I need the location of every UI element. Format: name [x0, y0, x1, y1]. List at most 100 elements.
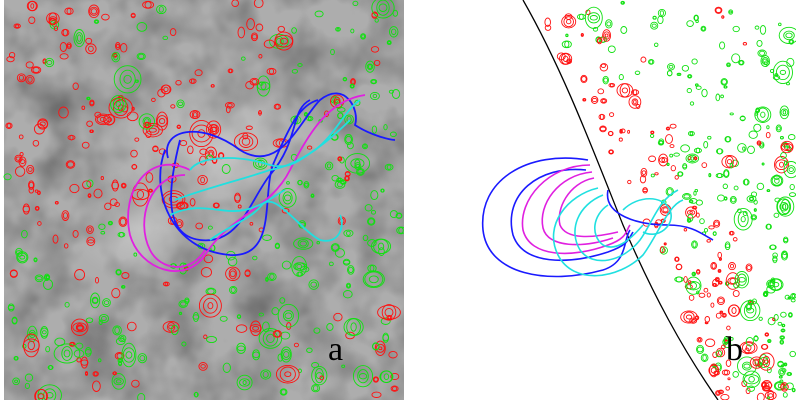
negative-contour — [718, 349, 724, 356]
positive-contour — [780, 152, 787, 159]
negative-contour — [191, 124, 212, 143]
negative-contour — [561, 15, 577, 29]
negative-contour — [567, 59, 571, 63]
positive-contour — [703, 140, 709, 149]
negative-contour — [94, 111, 102, 118]
negative-contour — [258, 111, 262, 115]
positive-contour — [783, 237, 788, 243]
positive-contour — [720, 94, 724, 99]
panel-a-image: a — [3, 0, 404, 400]
positive-contour — [701, 88, 708, 98]
negative-contour — [120, 43, 128, 53]
negative-contour — [544, 24, 552, 31]
negative-contour — [764, 332, 770, 337]
positive-contour — [299, 240, 307, 247]
positive-contour — [277, 303, 300, 328]
positive-contour — [689, 101, 695, 106]
positive-contour — [715, 93, 721, 102]
negative-contour — [90, 129, 93, 133]
negative-contour — [306, 145, 313, 150]
negative-contour — [75, 323, 84, 332]
negative-contour — [669, 144, 675, 149]
positive-contour — [258, 312, 264, 317]
positive-contour — [788, 312, 793, 317]
positive-contour — [304, 182, 309, 187]
positive-contour — [12, 377, 20, 386]
negative-contour — [712, 351, 718, 358]
positive-contour — [326, 163, 332, 169]
positive-contour — [680, 144, 690, 153]
negative-contour — [151, 97, 156, 103]
negative-contour — [708, 225, 715, 230]
negative-contour — [713, 219, 721, 228]
negative-contour — [708, 364, 720, 376]
negative-contour — [763, 359, 769, 364]
negative-contour — [680, 310, 698, 324]
negative-contour — [779, 161, 784, 168]
negative-contour — [126, 111, 139, 122]
positive-contour — [396, 226, 404, 235]
positive-contour — [260, 82, 267, 90]
negative-contour — [28, 187, 35, 194]
magnetogram-contours — [544, 0, 796, 400]
panel-b-image: b — [408, 0, 796, 400]
positive-contour — [681, 64, 690, 72]
positive-contour — [219, 315, 228, 322]
negative-contour — [774, 156, 789, 174]
positive-contour — [751, 298, 757, 305]
negative-contour — [131, 107, 135, 111]
positive-contour — [283, 194, 292, 202]
negative-contour — [234, 194, 241, 202]
positive-contour — [785, 82, 791, 86]
positive-contour — [666, 70, 673, 77]
positive-contour — [733, 207, 753, 231]
positive-contour — [589, 15, 598, 21]
negative-contour — [752, 358, 761, 367]
positive-contour — [35, 276, 43, 281]
negative-contour — [694, 315, 700, 320]
positive-contour — [337, 112, 344, 119]
negative-contour — [130, 149, 138, 158]
positive-contour — [282, 191, 293, 205]
positive-contour — [736, 273, 747, 286]
positive-contour — [649, 133, 655, 138]
negative-contour — [195, 222, 204, 230]
negative-contour — [683, 311, 695, 323]
positive-contour — [144, 118, 150, 125]
positive-contour — [700, 25, 707, 32]
positive-contour — [371, 125, 378, 134]
negative-contour — [319, 375, 325, 381]
positive-contour — [769, 244, 776, 250]
field-line-cyan — [174, 119, 351, 201]
negative-contour — [130, 13, 136, 18]
positive-contour — [19, 255, 26, 260]
positive-contour — [694, 188, 699, 193]
positive-contour — [98, 313, 110, 324]
positive-contour — [311, 362, 320, 369]
negative-contour — [48, 12, 58, 25]
negative-contour — [763, 385, 770, 392]
negative-contour — [156, 111, 169, 131]
negative-contour — [619, 83, 631, 98]
negative-contour — [87, 194, 92, 197]
positive-contour — [675, 276, 683, 283]
negative-contour — [228, 68, 233, 74]
positive-contour — [342, 77, 347, 81]
positive-contour — [337, 177, 342, 183]
negative-contour — [241, 137, 251, 146]
negative-contour — [15, 156, 22, 161]
positive-contour — [677, 171, 683, 177]
negative-contour — [88, 4, 100, 19]
positive-contour — [731, 53, 741, 64]
negative-contour — [200, 364, 206, 369]
positive-contour — [110, 95, 127, 114]
positive-contour — [746, 304, 752, 310]
positive-contour — [85, 317, 94, 323]
positive-contour — [743, 363, 751, 369]
positive-contour — [774, 73, 779, 77]
positive-contour — [290, 115, 302, 125]
negative-contour — [177, 202, 188, 210]
negative-contour — [687, 280, 692, 284]
negative-contour — [344, 175, 350, 182]
negative-contour — [717, 268, 722, 273]
